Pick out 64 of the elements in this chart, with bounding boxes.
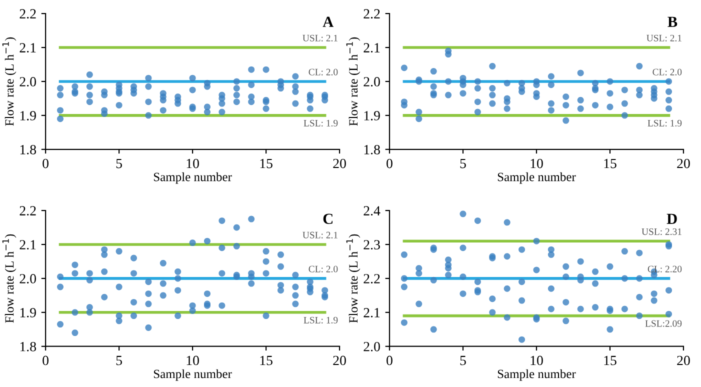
x-tick-label: 10 [530, 356, 543, 366]
y-tick-label: 1.9 [20, 111, 36, 120]
x-tick-label: 5 [460, 356, 466, 366]
x-tick-label: 10 [530, 158, 543, 168]
ref-line-label: LSL: 1.9 [648, 120, 682, 126]
annotation: B [668, 16, 678, 27]
x-tick-label: 0 [386, 356, 392, 366]
y-tick-label: 1.8 [20, 144, 36, 154]
ref-line-label: USL: 2.1 [646, 34, 682, 42]
y-tick-label: 1.8 [364, 144, 380, 154]
x-tick-label: 15 [260, 158, 272, 168]
x-tick-label: 20 [333, 158, 346, 168]
y-tick-label: 2.0 [364, 342, 380, 352]
x-tick-label: 5 [116, 158, 122, 168]
x-tick-label: 15 [260, 356, 272, 366]
annotation: D [666, 214, 677, 224]
x-axis-title: Sample number [154, 369, 232, 381]
x-axis-title: Sample number [498, 172, 576, 184]
ref-line-label: CL: 2.0 [308, 266, 338, 272]
y-axis-title: Flow rate (L h$^{−1}$) [346, 37, 360, 126]
y-tick-label: 2.2 [364, 274, 380, 284]
ref-line-label: USL: 2.31 [642, 228, 682, 235]
x-tick-label: 15 [604, 158, 616, 168]
y-tick-label: 2.4 [364, 206, 380, 216]
y-tick-label: 1.9 [364, 111, 380, 120]
y-tick-label: 2.0 [20, 77, 36, 86]
x-axis-title: Sample number [498, 369, 576, 381]
ref-line-label: LSL:2.09 [645, 320, 682, 327]
ref-line-label: LSL: 1.9 [304, 120, 338, 126]
x-tick-label: 10 [186, 158, 199, 168]
y-axis-title: Flow rate (L h$^{−1}$) [2, 234, 16, 323]
x-tick-label: 15 [604, 356, 616, 366]
x-tick-label: 20 [677, 158, 690, 168]
x-tick-label: 20 [677, 356, 690, 366]
ref-line-label: LSL: 1.9 [304, 316, 338, 324]
x-tick-label: 5 [460, 158, 466, 168]
y-tick-label: 2.1 [364, 308, 380, 318]
y-tick-label: 1.8 [20, 342, 36, 352]
annotation: A [322, 16, 334, 27]
y-tick-label: 2.0 [20, 274, 36, 284]
y-tick-label: 2.2 [364, 9, 380, 19]
x-tick-label: 0 [42, 356, 49, 366]
y-tick-label: 2.2 [20, 9, 36, 19]
ref-line-label: CL: 2.20 [648, 266, 682, 272]
x-tick-label: 5 [116, 356, 122, 366]
y-tick-label: 2.3 [364, 240, 380, 250]
y-tick-label: 2.1 [20, 240, 36, 250]
x-tick-label: 0 [42, 158, 49, 168]
annotation: C [323, 214, 332, 224]
ref-line-label: CL: 2.0 [652, 68, 682, 76]
y-axis-title: Flow rate (L h$^{−1}$) [2, 37, 16, 126]
y-tick-label: 2.1 [364, 43, 380, 53]
x-tick-label: 20 [333, 356, 346, 366]
ref-line-label: USL: 2.1 [302, 232, 338, 238]
x-tick-label: 10 [186, 356, 199, 366]
y-tick-label: 2.0 [364, 77, 380, 86]
y-tick-label: 1.9 [20, 308, 36, 318]
ref-line-label: USL: 2.1 [302, 34, 338, 42]
ref-line-label: CL: 2.0 [308, 68, 338, 76]
x-axis-title: Sample number [154, 172, 232, 184]
y-tick-label: 2.1 [20, 43, 36, 53]
y-tick-label: 2.2 [20, 206, 36, 216]
y-axis-title: Flow rate (L h$^{−1}$) [346, 234, 360, 323]
x-tick-label: 0 [386, 158, 392, 168]
